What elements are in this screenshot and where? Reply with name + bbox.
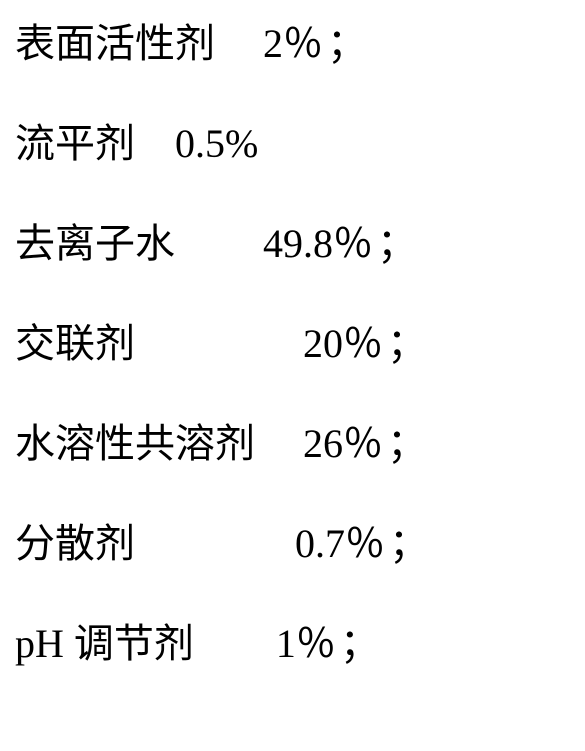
ingredient-label: 水溶性共溶剂	[15, 420, 255, 468]
ingredient-row: pH 调节剂 1％；	[15, 620, 570, 668]
ingredient-value: 26％	[303, 420, 383, 468]
semicolon: ；	[327, 20, 367, 68]
ingredient-list: 表面活性剂2％；流平剂0.5%去离子水49.8％；交联剂20％；水溶性共溶剂26…	[15, 20, 570, 668]
ingredient-row: 流平剂 0.5%	[15, 120, 570, 168]
ingredient-value: 1％	[276, 620, 336, 668]
ingredient-label: 流平剂	[15, 120, 135, 168]
ingredient-value: 20％	[303, 320, 383, 368]
ingredient-value: 0.5%	[175, 120, 258, 168]
ingredient-row: 水溶性共溶剂 26％；	[15, 420, 570, 468]
ingredient-value: 0.7％	[295, 520, 385, 568]
ingredient-label: 去离子水	[15, 220, 175, 268]
ingredient-row: 交联剂 20％；	[15, 320, 570, 368]
semicolon: ；	[389, 520, 429, 568]
semicolon: ；	[377, 220, 417, 268]
ingredient-row: 分散剂 0.7％；	[15, 520, 570, 568]
ingredient-row: 表面活性剂 2％；	[15, 20, 570, 68]
ingredient-value: 2％	[263, 20, 323, 68]
semicolon: ；	[387, 320, 427, 368]
ingredient-row: 去离子水 49.8％；	[15, 220, 570, 268]
ingredient-label: pH 调节剂	[15, 620, 194, 668]
ingredient-label: 分散剂	[15, 520, 135, 568]
ingredient-label: 表面活性剂	[15, 20, 215, 68]
semicolon: ；	[387, 420, 427, 468]
ingredient-value: 49.8％	[263, 220, 373, 268]
semicolon: ；	[340, 620, 380, 668]
ingredient-label: 交联剂	[15, 320, 135, 368]
